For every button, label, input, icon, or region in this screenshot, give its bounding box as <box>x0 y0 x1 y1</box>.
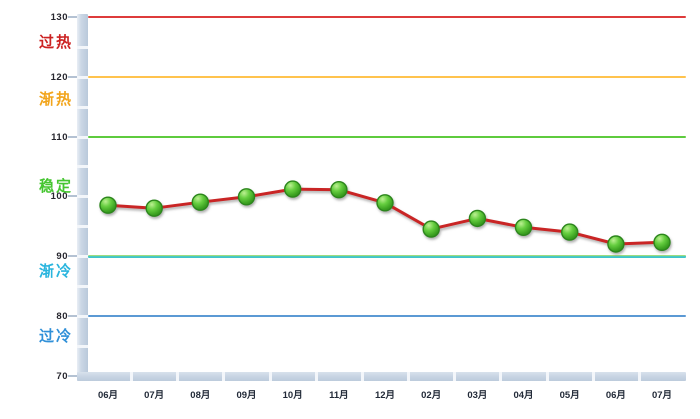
data-point-marker-07月[interactable] <box>653 233 671 252</box>
axis-bar-divider <box>77 344 88 348</box>
zone-label: 过热 <box>39 34 74 52</box>
axis-bar-divider <box>453 372 457 381</box>
axis-bar-divider <box>176 372 180 381</box>
x-axis-month-label: 05月 <box>559 390 580 401</box>
x-axis-month-label: 12月 <box>374 390 396 401</box>
x-axis-month-label: 06月 <box>605 390 626 401</box>
axis-bar-divider <box>77 45 88 49</box>
axis-bar-divider <box>77 314 88 318</box>
data-point-marker-06月[interactable] <box>99 196 117 214</box>
zone-line-90 <box>88 255 686 258</box>
x-axis-month-label: 09月 <box>236 390 257 401</box>
data-point-marker-10月[interactable] <box>284 180 302 198</box>
zone-line-120 <box>88 75 686 78</box>
axis-bar-divider <box>222 372 226 381</box>
axis-bar-divider <box>77 165 88 169</box>
axis-bar-divider <box>637 372 641 381</box>
axis-bar-divider <box>130 372 134 381</box>
x-axis-month-label: 07月 <box>144 390 165 401</box>
data-point-marker-02月[interactable] <box>422 220 440 238</box>
x-axis-month-label: 08月 <box>190 390 211 401</box>
y-axis-tick-mark <box>68 195 77 198</box>
data-point-marker-05月[interactable] <box>561 223 579 241</box>
zone-line-110 <box>88 135 686 138</box>
y-axis-tick-mark <box>68 16 77 18</box>
zone-label: 渐冷 <box>39 263 74 281</box>
y-axis-tick-label: 100 <box>50 191 68 203</box>
axis-bar-divider <box>77 255 88 258</box>
axis-bar-divider <box>314 372 318 381</box>
data-point-marker-12月[interactable] <box>376 194 394 212</box>
zone-line-130 <box>88 16 686 18</box>
data-point-marker-08月[interactable] <box>191 193 210 211</box>
series-group <box>99 180 671 253</box>
zone-label: 渐热 <box>39 91 74 109</box>
zone-line-80 <box>88 314 686 317</box>
axis-bar-divider <box>77 75 88 79</box>
y-axis-tick-mark <box>68 75 77 78</box>
y-axis-tick-mark <box>68 374 77 377</box>
x-axis-month-label: 04月 <box>513 390 534 401</box>
zone-label: 过冷 <box>39 328 74 346</box>
data-point-marker-11月[interactable] <box>330 180 348 199</box>
x-axis-month-label: 10月 <box>282 390 303 401</box>
y-axis-tick-label: 120 <box>50 71 68 83</box>
axis-bar-divider <box>591 372 595 381</box>
y-axis-tick-mark <box>68 314 77 317</box>
x-axis-month-label: 11月 <box>329 390 349 401</box>
axis-bar-divider <box>545 372 549 381</box>
x-axis-month-label: 02月 <box>421 390 442 401</box>
x-axis-month-label: 03月 <box>467 390 488 401</box>
axis-bar-divider <box>77 135 88 139</box>
x-axis-floor-bar <box>77 372 686 381</box>
zone-label: 稳定 <box>39 177 74 195</box>
y-axis-tick-label: 70 <box>56 370 68 382</box>
axis-bar-divider <box>77 284 88 288</box>
axis-bar-divider <box>77 105 88 109</box>
axis-bar-divider <box>77 225 88 229</box>
x-axis-month-label: 07月 <box>651 390 673 401</box>
data-point-marker-09月[interactable] <box>237 188 256 206</box>
y-axis-tick-mark <box>68 255 77 257</box>
y-axis-tick-label: 80 <box>56 310 68 322</box>
data-point-marker-04月[interactable] <box>514 218 533 237</box>
y-axis-tick-label: 110 <box>51 131 68 143</box>
data-point-marker-06月[interactable] <box>607 235 625 253</box>
axis-bar-divider <box>268 372 272 381</box>
axis-bar-divider <box>77 195 88 199</box>
data-point-marker-03月[interactable] <box>468 209 487 228</box>
x-axis-month-label: 06月 <box>97 390 119 401</box>
axis-bar-divider <box>499 372 503 381</box>
y-axis-tick-mark <box>68 135 77 138</box>
axis-bar-divider <box>360 372 364 381</box>
y-axis-wall-bar <box>77 14 88 381</box>
y-axis-tick-label: 90 <box>56 251 68 262</box>
data-point-marker-07月[interactable] <box>145 199 163 217</box>
y-axis-tick-label: 130 <box>50 12 68 23</box>
axis-bar-divider <box>407 372 411 381</box>
